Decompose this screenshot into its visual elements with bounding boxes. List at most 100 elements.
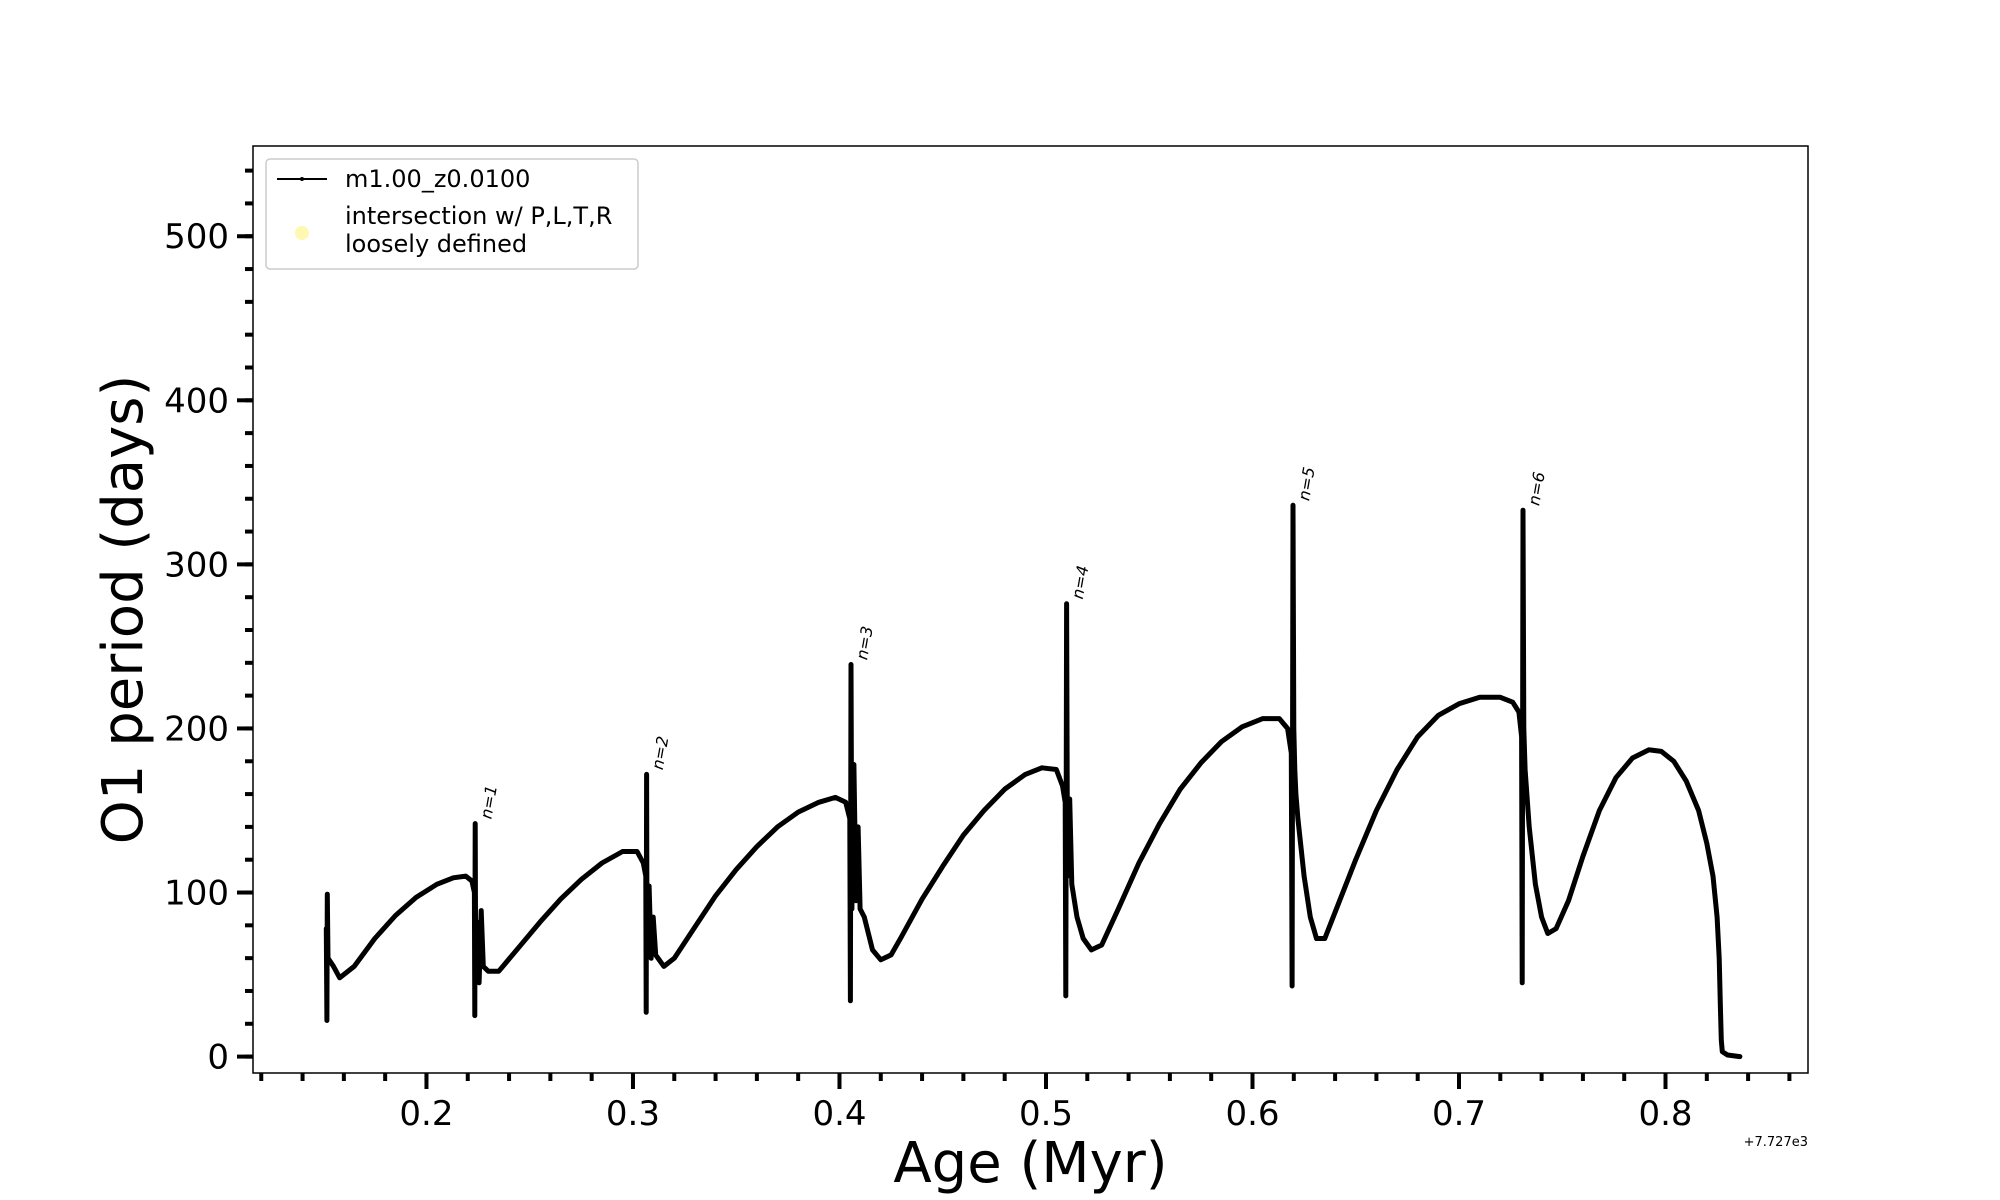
series-point [1516, 709, 1522, 715]
series-point [1285, 726, 1290, 731]
series-point [1289, 750, 1294, 756]
series-point [1436, 713, 1441, 718]
series-point [878, 957, 883, 962]
series-point [352, 964, 357, 969]
y-tick-label: 400 [164, 381, 229, 421]
series-point [434, 882, 439, 887]
series-point [643, 873, 648, 879]
series-point [1553, 926, 1559, 931]
series-point [473, 821, 478, 826]
series-point [1081, 936, 1086, 941]
legend-intersection-label-line2: loosely defined [345, 230, 527, 258]
series-point [472, 1013, 477, 1018]
series-point [324, 926, 329, 931]
series-point [481, 964, 486, 969]
series-point [579, 877, 584, 882]
series-point [857, 906, 863, 912]
series-point [1704, 841, 1710, 846]
series-point [1718, 1005, 1723, 1010]
series-point [1353, 857, 1358, 862]
series-point [1566, 898, 1571, 903]
x-offset-label: +7.727e3 [1744, 1135, 1808, 1150]
series-point [692, 924, 698, 930]
series-point [1322, 936, 1328, 941]
y-tick-label: 100 [164, 874, 229, 914]
series-point [862, 914, 867, 920]
series-point [1060, 783, 1065, 789]
series-point [1240, 724, 1245, 729]
series-point [1099, 942, 1104, 948]
series-point [1063, 800, 1068, 805]
series-point [644, 772, 649, 777]
series-point [331, 964, 336, 969]
series-point [1646, 747, 1652, 752]
series-point [1054, 767, 1059, 772]
series-point [661, 964, 667, 969]
series-point [1198, 760, 1204, 766]
series-point [1064, 601, 1069, 606]
series-point [833, 795, 838, 800]
series-point [1597, 808, 1602, 813]
series-point [940, 864, 945, 869]
series-point [1374, 808, 1379, 813]
series-point [816, 800, 821, 805]
series-point [648, 956, 654, 961]
series-point [1260, 716, 1266, 721]
series-point [469, 878, 475, 884]
series-point [1291, 726, 1297, 731]
y-tick-label: 300 [164, 545, 229, 585]
legend-circle-swatch [295, 226, 309, 240]
series-point [558, 896, 563, 902]
y-tick-label: 0 [207, 1038, 229, 1078]
series-point [1520, 980, 1525, 985]
series-point [644, 939, 650, 944]
series-point [1074, 914, 1080, 920]
series-point [479, 908, 484, 913]
series-point [325, 956, 331, 961]
legend-intersection-label-line1: intersection w/ P,L,T,R [345, 202, 612, 230]
series-point [1719, 1038, 1724, 1043]
series-point [796, 809, 801, 815]
series-point [644, 1010, 649, 1015]
series-point [1292, 767, 1298, 772]
series-point [1539, 914, 1544, 920]
series-point [634, 849, 640, 854]
series-point [451, 875, 456, 880]
series-point [713, 893, 718, 898]
series-point [620, 849, 625, 854]
y-tick-label: 200 [164, 709, 229, 749]
series-point [1477, 695, 1482, 700]
series-point [888, 952, 894, 958]
series-point [849, 906, 855, 912]
y-tick-label: 500 [164, 217, 229, 257]
series-point [325, 892, 330, 897]
series-point [1069, 882, 1075, 887]
series-point [1671, 759, 1677, 764]
series-point [413, 895, 419, 900]
x-tick-label: 0.4 [812, 1094, 866, 1134]
legend-line-swatch-dot [300, 177, 304, 181]
series-point [1613, 775, 1619, 780]
series-point [851, 762, 857, 767]
series-point [393, 913, 398, 918]
series-point [1039, 765, 1045, 770]
major-ticks [237, 234, 1668, 1089]
legend-series-label: m1.00_z0.0100 [345, 165, 530, 193]
series-point [1521, 726, 1527, 731]
series-point [1295, 816, 1301, 821]
series-point [1308, 914, 1313, 920]
series-point [919, 896, 925, 902]
series-point [651, 914, 656, 920]
series-point [372, 936, 377, 941]
series-point [1116, 906, 1121, 912]
series-point [1301, 873, 1307, 879]
series-point [1714, 914, 1720, 920]
series-point [1720, 1049, 1725, 1054]
legend: m1.00_z0.0100 intersection w/ P,L,T,R lo… [265, 158, 639, 270]
series-point [1498, 695, 1503, 700]
series-point [1394, 767, 1400, 772]
series-point [324, 1018, 330, 1023]
series-point [1519, 734, 1524, 739]
series-point [848, 662, 854, 667]
series-point [981, 808, 987, 813]
